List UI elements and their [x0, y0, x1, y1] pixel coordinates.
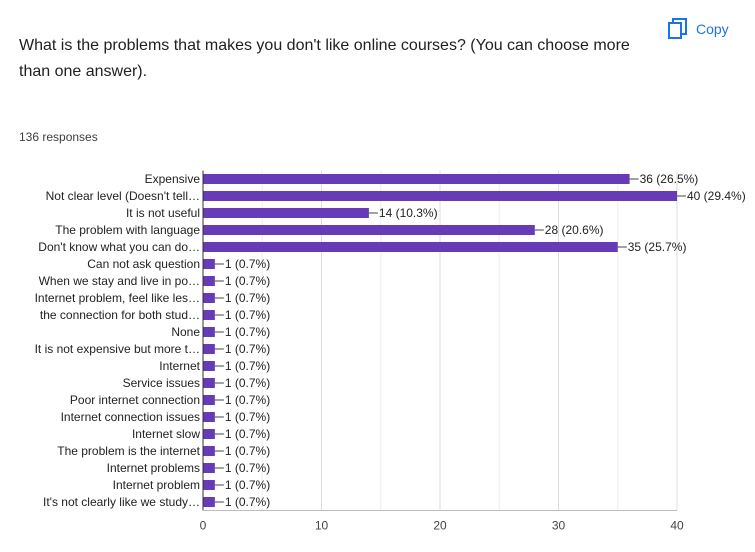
bar: [203, 463, 215, 473]
x-tick-label: 0: [200, 519, 207, 533]
category-label: When we stay and live in po…: [39, 274, 200, 288]
bar: [203, 310, 215, 320]
copy-button[interactable]: Copy: [668, 16, 729, 42]
value-label: 1 (0.7%): [225, 325, 270, 339]
value-label: 1 (0.7%): [225, 393, 270, 407]
bar: [203, 395, 215, 405]
category-label: It is not expensive but more t…: [35, 342, 200, 356]
bar: [203, 276, 215, 286]
bar: [203, 344, 215, 354]
category-label: Poor internet connection: [70, 393, 200, 407]
category-label: Internet slow: [132, 427, 200, 441]
category-label: Internet problem: [113, 478, 200, 492]
x-tick-label: 30: [552, 519, 566, 533]
bar: [203, 327, 215, 337]
value-label: 35 (25.7%): [628, 240, 687, 254]
x-tick-label: 20: [433, 519, 447, 533]
value-label: 1 (0.7%): [225, 376, 270, 390]
category-label: It is not useful: [126, 206, 200, 220]
bar: [203, 174, 630, 184]
value-label: 1 (0.7%): [225, 274, 270, 288]
category-label: the connection for both stud…: [40, 308, 200, 322]
bar: [203, 497, 215, 507]
category-label: Service issues: [123, 376, 200, 390]
bar: [203, 480, 215, 490]
bar: [203, 225, 535, 235]
bar: [203, 293, 215, 303]
value-label: 1 (0.7%): [225, 257, 270, 271]
value-label: 1 (0.7%): [225, 410, 270, 424]
bar: [203, 361, 215, 371]
value-label: 1 (0.7%): [225, 495, 270, 509]
category-label: None: [171, 325, 200, 339]
copy-icon: [668, 18, 688, 40]
value-label: 1 (0.7%): [225, 359, 270, 373]
value-label: 14 (10.3%): [379, 206, 438, 220]
bar: [203, 446, 215, 456]
bar: [203, 429, 215, 439]
bar: [203, 208, 369, 218]
category-label: The problem with language: [55, 223, 200, 237]
category-label: The problem is the internet: [57, 444, 200, 458]
category-label: Not clear level (Doesn't tell…: [46, 189, 200, 203]
value-label: 1 (0.7%): [225, 342, 270, 356]
bar: [203, 191, 677, 201]
value-label: 1 (0.7%): [225, 291, 270, 305]
x-tick-label: 40: [670, 519, 684, 533]
bar: [203, 242, 618, 252]
value-label: 1 (0.7%): [225, 427, 270, 441]
category-label: Internet problem, feel like les…: [35, 291, 200, 305]
value-label: 40 (29.4%): [687, 189, 746, 203]
bar: [203, 412, 215, 422]
question-title: What is the problems that makes you don'…: [19, 37, 630, 80]
category-label: Internet connection issues: [61, 410, 200, 424]
value-label: 28 (20.6%): [545, 223, 604, 237]
value-label: 36 (26.5%): [640, 172, 699, 186]
value-label: 1 (0.7%): [225, 478, 270, 492]
category-label: It's not clearly like we study…: [43, 495, 200, 509]
category-label: Internet problems: [107, 461, 200, 475]
bar: [203, 378, 215, 388]
value-label: 1 (0.7%): [225, 461, 270, 475]
x-tick-label: 10: [315, 519, 329, 533]
value-label: 1 (0.7%): [225, 444, 270, 458]
category-label: Expensive: [145, 172, 201, 186]
value-label: 1 (0.7%): [225, 308, 270, 322]
category-label: Internet: [159, 359, 200, 373]
copy-label: Copy: [696, 21, 729, 37]
category-label: Don't know what you can do…: [38, 240, 200, 254]
responses-count: 136 responses: [19, 130, 98, 144]
category-label: Can not ask question: [87, 257, 200, 271]
bar: [203, 259, 215, 269]
